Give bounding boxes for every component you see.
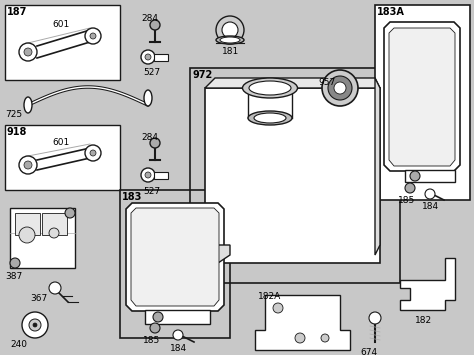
Polygon shape [205, 245, 230, 265]
Circle shape [153, 312, 163, 322]
Circle shape [321, 334, 329, 342]
Text: 185: 185 [143, 336, 160, 345]
Ellipse shape [220, 37, 240, 43]
Text: 184: 184 [422, 202, 439, 211]
Circle shape [19, 227, 35, 243]
Text: 367: 367 [30, 294, 47, 303]
Text: 527: 527 [143, 187, 160, 196]
Circle shape [49, 228, 59, 238]
Ellipse shape [248, 111, 292, 125]
Circle shape [90, 33, 96, 39]
Text: 183: 183 [122, 192, 142, 202]
Circle shape [425, 189, 435, 199]
Polygon shape [131, 208, 219, 306]
Circle shape [295, 333, 305, 343]
Circle shape [322, 70, 358, 106]
Text: 601: 601 [52, 20, 69, 29]
Bar [15, 213, 40, 235]
Bar [10, 208, 75, 268]
Bar [154, 172, 168, 179]
Circle shape [369, 312, 381, 324]
Circle shape [10, 258, 20, 268]
Circle shape [273, 303, 283, 313]
Text: 184: 184 [170, 344, 187, 353]
Circle shape [19, 43, 37, 61]
Circle shape [150, 323, 160, 333]
Circle shape [145, 172, 151, 178]
Circle shape [141, 168, 155, 182]
Text: 674: 674 [360, 348, 377, 355]
Circle shape [216, 16, 244, 44]
Text: 185: 185 [398, 196, 415, 205]
Circle shape [90, 150, 96, 156]
Bar [190, 68, 400, 283]
Circle shape [145, 54, 151, 60]
Polygon shape [205, 78, 380, 88]
Text: 918: 918 [7, 127, 27, 137]
Ellipse shape [216, 36, 244, 44]
Bar [120, 190, 230, 338]
Circle shape [19, 156, 37, 174]
Bar [145, 310, 210, 324]
Text: 181: 181 [222, 47, 239, 56]
Text: 187: 187 [7, 7, 27, 17]
Bar [205, 88, 380, 263]
Ellipse shape [254, 113, 286, 123]
Bar [5, 125, 120, 190]
Circle shape [150, 138, 160, 148]
Text: 972: 972 [193, 70, 213, 80]
Circle shape [141, 50, 155, 64]
Circle shape [24, 161, 32, 169]
Text: 725: 725 [5, 110, 22, 119]
Circle shape [85, 145, 101, 161]
Circle shape [49, 282, 61, 294]
Ellipse shape [24, 97, 32, 113]
Circle shape [410, 171, 420, 181]
Text: 182A: 182A [258, 292, 281, 301]
Text: 240: 240 [10, 340, 27, 349]
Ellipse shape [144, 90, 152, 106]
Circle shape [65, 208, 75, 218]
Circle shape [334, 82, 346, 94]
Circle shape [24, 48, 32, 56]
Ellipse shape [243, 78, 298, 98]
Text: 387: 387 [5, 272, 22, 281]
Bar [375, 5, 470, 200]
Circle shape [29, 319, 41, 331]
Ellipse shape [249, 81, 291, 95]
Circle shape [173, 330, 183, 340]
Circle shape [222, 22, 238, 38]
Polygon shape [375, 78, 380, 255]
Circle shape [150, 20, 160, 30]
Text: 601: 601 [52, 138, 69, 147]
Circle shape [33, 323, 37, 327]
Text: 183A: 183A [377, 7, 405, 17]
Polygon shape [384, 22, 460, 171]
Polygon shape [389, 28, 455, 166]
Bar [42, 213, 67, 235]
Text: 527: 527 [143, 68, 160, 77]
Text: 957: 957 [318, 78, 335, 87]
Text: 182: 182 [415, 316, 432, 325]
Bar [5, 5, 120, 80]
Circle shape [22, 312, 48, 338]
Polygon shape [255, 295, 350, 350]
Text: 284: 284 [141, 133, 158, 142]
Bar [405, 170, 455, 182]
Circle shape [405, 183, 415, 193]
Bar [154, 54, 168, 61]
Text: 284: 284 [141, 14, 158, 23]
Circle shape [85, 28, 101, 44]
Circle shape [328, 76, 352, 100]
Polygon shape [400, 258, 455, 310]
Polygon shape [126, 203, 224, 311]
